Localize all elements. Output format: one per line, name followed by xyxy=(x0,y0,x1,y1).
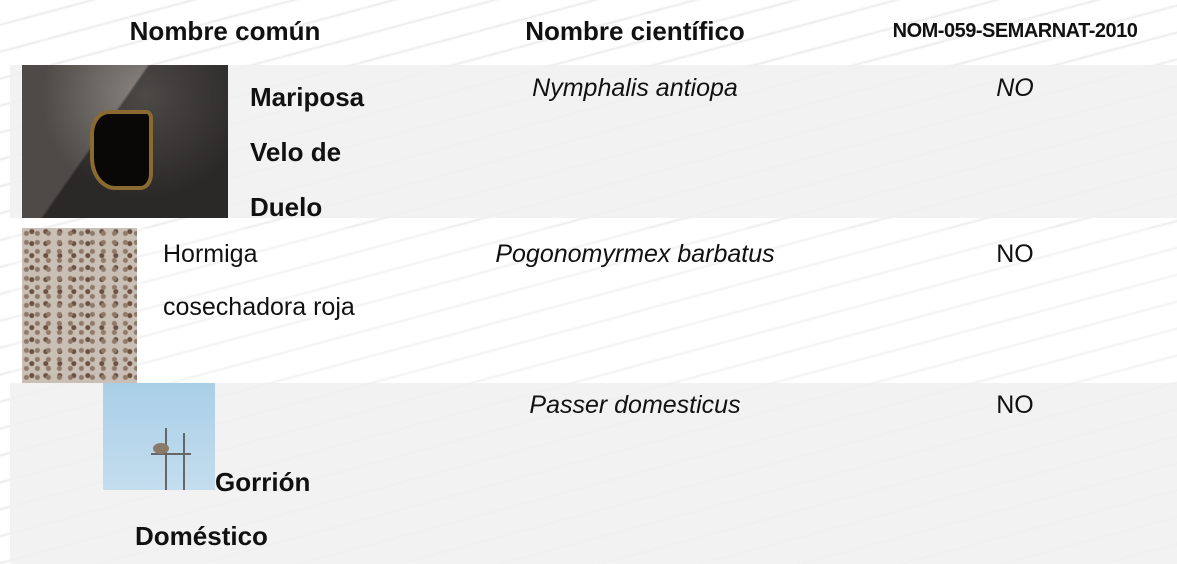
photo-butterfly xyxy=(22,65,228,218)
status: NO xyxy=(996,240,1034,268)
photo-ants xyxy=(22,228,137,383)
status: NO xyxy=(996,74,1034,102)
table-row xyxy=(10,228,1177,383)
scientific-name: Nymphalis antiopa xyxy=(532,74,738,102)
header-cell: NOM-059-SEMARNAT-2010 xyxy=(892,20,1138,42)
status: NO xyxy=(996,391,1034,419)
header-cell: Nombre común xyxy=(129,16,321,46)
common-name: Gorrión Doméstico xyxy=(135,455,355,563)
common-name: Mariposa Velo de Duelo xyxy=(250,82,365,222)
common-name-text: Gorrión Doméstico xyxy=(135,467,311,551)
header-cell: Nombre científico xyxy=(525,16,745,46)
common-name: Hormiga cosechadora roja xyxy=(163,240,355,321)
scientific-name: Passer domesticus xyxy=(529,391,741,419)
photo-sparrow xyxy=(103,383,215,490)
scientific-name: Pogonomyrmex barbatus xyxy=(495,240,775,268)
